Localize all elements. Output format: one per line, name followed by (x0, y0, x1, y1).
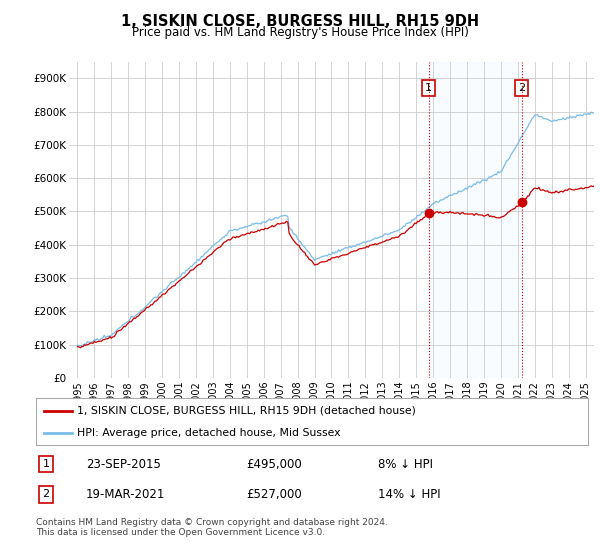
Text: Contains HM Land Registry data © Crown copyright and database right 2024.
This d: Contains HM Land Registry data © Crown c… (36, 518, 388, 538)
Text: 8% ↓ HPI: 8% ↓ HPI (378, 458, 433, 470)
Text: 1: 1 (425, 83, 432, 94)
Text: HPI: Average price, detached house, Mid Sussex: HPI: Average price, detached house, Mid … (77, 428, 341, 438)
Text: 1: 1 (43, 459, 49, 469)
Text: Price paid vs. HM Land Registry's House Price Index (HPI): Price paid vs. HM Land Registry's House … (131, 26, 469, 39)
Text: 2: 2 (43, 489, 49, 500)
Text: 1, SISKIN CLOSE, BURGESS HILL, RH15 9DH (detached house): 1, SISKIN CLOSE, BURGESS HILL, RH15 9DH … (77, 406, 416, 416)
Text: 23-SEP-2015: 23-SEP-2015 (86, 458, 161, 470)
Text: 19-MAR-2021: 19-MAR-2021 (86, 488, 165, 501)
Text: 1, SISKIN CLOSE, BURGESS HILL, RH15 9DH: 1, SISKIN CLOSE, BURGESS HILL, RH15 9DH (121, 14, 479, 29)
Text: 14% ↓ HPI: 14% ↓ HPI (378, 488, 441, 501)
Text: £495,000: £495,000 (246, 458, 302, 470)
Text: £527,000: £527,000 (246, 488, 302, 501)
Text: 2: 2 (518, 83, 525, 94)
Bar (428, 62, 521, 378)
